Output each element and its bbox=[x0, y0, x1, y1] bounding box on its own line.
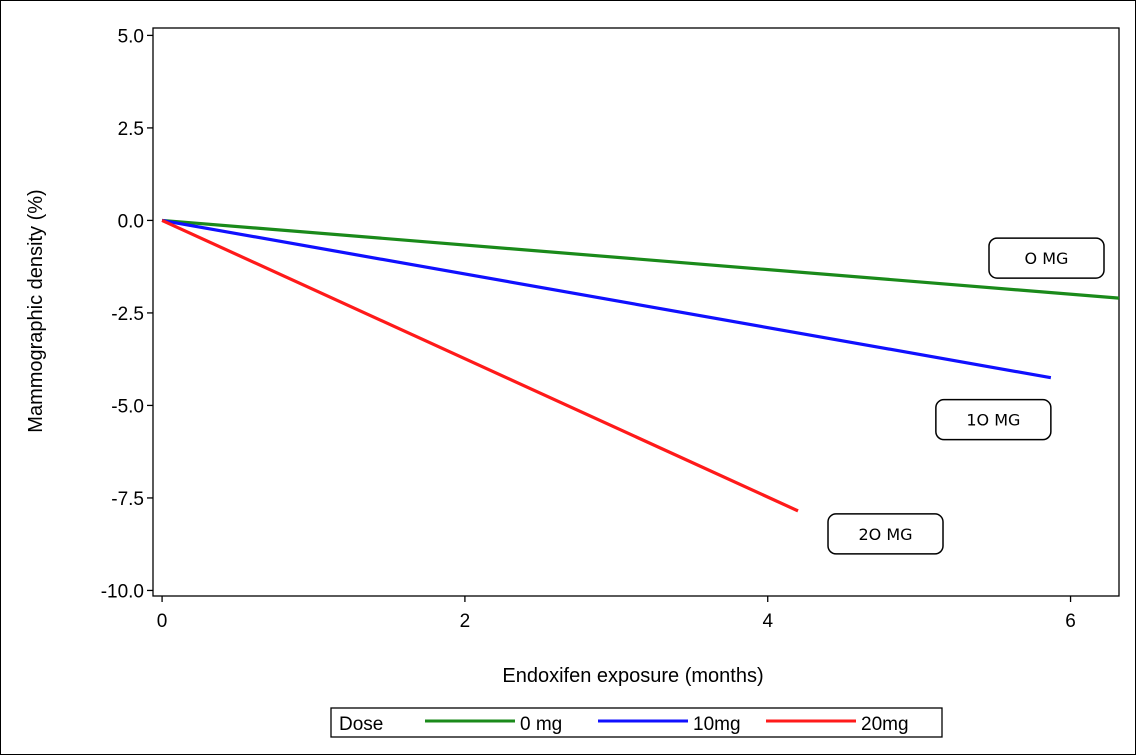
y-tick-label: -2.5 bbox=[111, 304, 144, 325]
series-layer bbox=[161, 218, 1120, 513]
legend-entry-label: 10mg bbox=[693, 714, 741, 735]
x-axis: 0 2 4 6 bbox=[157, 596, 1076, 632]
y-tick-label: -10.0 bbox=[101, 581, 144, 602]
legend-title: Dose bbox=[339, 714, 383, 735]
callout-box bbox=[827, 513, 944, 555]
series-line bbox=[161, 218, 1052, 380]
y-tick-label: -5.0 bbox=[111, 396, 144, 417]
legend-entry-label: 0 mg bbox=[520, 714, 562, 735]
y-tick-label: -7.5 bbox=[111, 489, 144, 510]
legend-entries: 0 mg 10mg 20mg bbox=[425, 714, 909, 735]
x-axis-label: Endoxifen exposure (months) bbox=[502, 665, 763, 687]
x-tick-label: 6 bbox=[1065, 611, 1076, 632]
callout-label: 1O MG bbox=[966, 411, 1020, 430]
callout-box bbox=[935, 398, 1052, 441]
legend-entry-label: 20mg bbox=[861, 714, 909, 735]
y-tick-label: 0.0 bbox=[118, 211, 144, 232]
series-line bbox=[161, 218, 1120, 300]
callout-layer: O MG 1O MG 2O MG bbox=[827, 237, 1105, 555]
x-tick-label: 2 bbox=[460, 611, 471, 632]
series-line bbox=[161, 218, 799, 513]
x-tick-label: 4 bbox=[762, 611, 773, 632]
callout-box bbox=[988, 237, 1105, 279]
y-axis-label: Mammographic density (%) bbox=[25, 189, 47, 432]
callout-label: 2O MG bbox=[858, 525, 912, 544]
legend: Dose 0 mg 10mg 20mg bbox=[330, 707, 943, 738]
x-tick-label: 0 bbox=[157, 611, 168, 632]
y-tick-label: 2.5 bbox=[118, 119, 144, 140]
callout-label: O MG bbox=[1025, 249, 1069, 268]
y-tick-label: 5.0 bbox=[118, 26, 144, 47]
plot-area bbox=[152, 27, 1120, 597]
y-axis: 5.0 2.5 0.0 -2.5 -5.0 -7.5 -10.0 bbox=[101, 26, 153, 602]
